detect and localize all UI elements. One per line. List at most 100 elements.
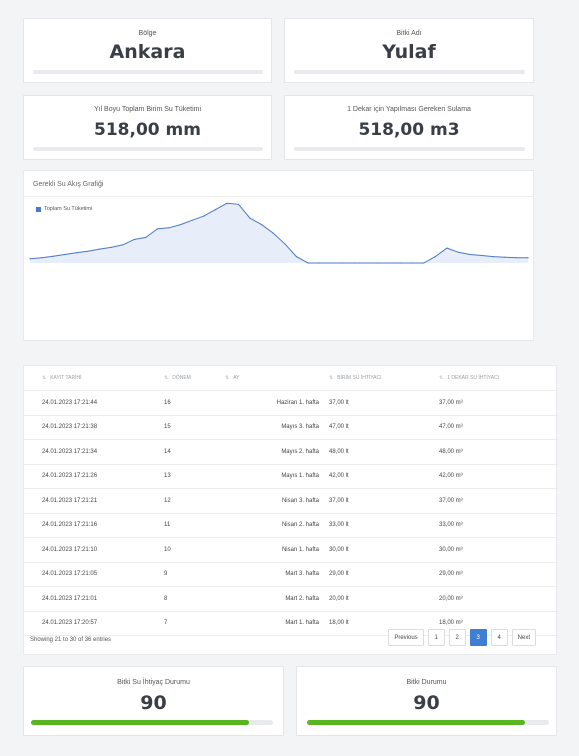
data-point-37[interactable] [457, 251, 460, 253]
data-point-6[interactable] [98, 248, 101, 250]
row-spacer-cell [24, 611, 42, 636]
water-need-status-label: Bitki Su İhtiyaç Durumu [117, 679, 190, 686]
cell-date: 24.01.2023 17:21:05 [42, 562, 164, 587]
cell-unit-water: 37,00 lt [329, 488, 439, 514]
data-point-11[interactable] [156, 228, 158, 230]
annual-water-value: 518,00 mm [94, 120, 201, 140]
data-point-23[interactable] [295, 256, 297, 258]
data-point-39[interactable] [481, 254, 483, 257]
data-point-4[interactable] [75, 252, 77, 254]
data-point-16[interactable] [214, 209, 216, 211]
data-point-1[interactable] [41, 257, 43, 259]
legend-label: Toplam Su Tüketimi [44, 206, 93, 212]
cell-unit-water: 37,00 lt [329, 390, 439, 416]
table-header-row: ⇅ KAYIT TARİHİ ⇅ DÖNEM ⇅ AY ⇅ BİRİM SU İHTİY… [24, 366, 558, 391]
cell-month: Mayıs 1. hafta [225, 464, 329, 489]
col-header-month[interactable]: ⇅ AY [225, 366, 329, 391]
cell-unit-water: 18,00 lt [329, 611, 439, 636]
water-need-status-value: 90 [140, 692, 167, 714]
data-point-32[interactable] [400, 262, 402, 264]
cell-month: Nisan 3. hafta [225, 488, 329, 514]
pagination: Previous 1 2 3 4 Next [388, 629, 536, 646]
page-4-button[interactable]: 4 [490, 629, 508, 646]
data-point-7[interactable] [110, 246, 112, 248]
data-point-34[interactable] [423, 262, 425, 264]
chart-legend[interactable]: Toplam Su Tüketimi [36, 206, 92, 212]
col-header-period[interactable]: ⇅ DÖNEM [164, 366, 225, 391]
cell-period: 13 [164, 464, 225, 489]
region-card: Bölge Ankara [23, 18, 272, 83]
cell-period: 15 [164, 415, 225, 440]
sort-icon: ⇅ [42, 375, 47, 381]
water-need-status-card: Bitki Su İhtiyaç Durumu 90 [23, 666, 284, 736]
page-3-button[interactable]: 3 [469, 629, 487, 646]
data-point-28[interactable] [353, 262, 355, 264]
cell-month: Nisan 2. hafta [225, 513, 329, 538]
row-spacer-cell [24, 586, 42, 612]
cell-period: 9 [164, 562, 225, 587]
sort-icon: ⇅ [164, 375, 169, 381]
data-point-30[interactable] [376, 262, 378, 264]
data-point-9[interactable] [133, 238, 135, 241]
plant-status-card: Bitki Durumu 90 [296, 666, 557, 736]
data-point-26[interactable] [330, 262, 332, 264]
cell-period: 7 [164, 611, 225, 636]
data-point-3[interactable] [64, 253, 66, 256]
records-table-card: ⇅ KAYIT TARİHİ ⇅ DÖNEM ⇅ AY ⇅ BİRİM SU İHTİY… [23, 365, 558, 655]
data-point-31[interactable] [388, 262, 390, 264]
data-point-33[interactable] [411, 262, 413, 264]
table-row: 24.01.2023 17:21:44 16 Haziran 1. hafta 37,… [24, 390, 558, 416]
row-spacer-cell [24, 513, 42, 538]
data-point-42[interactable] [515, 257, 517, 259]
plant-status-label: Bitki Durumu [406, 679, 447, 686]
data-point-10[interactable] [145, 236, 147, 238]
row-spacer-cell [24, 415, 42, 440]
page-2-button[interactable]: 2 [448, 629, 466, 646]
next-page-button[interactable]: Next [511, 629, 536, 646]
table-row: 24.01.2023 17:21:21 12 Nisan 3. hafta 37,00… [24, 488, 558, 514]
data-point-5[interactable] [87, 250, 89, 252]
water-need-progress [31, 720, 273, 725]
table-row: 24.01.2023 17:21:34 14 Mayıs 2. hafta 48,00… [24, 439, 558, 465]
data-point-22[interactable] [284, 243, 286, 245]
row-spacer-cell [24, 562, 42, 587]
cell-month: Mayıs 2. hafta [225, 439, 329, 465]
previous-page-button[interactable]: Previous [388, 629, 424, 646]
data-point-17[interactable] [226, 202, 228, 204]
data-point-36[interactable] [446, 247, 448, 249]
cell-unit-water: 30,00 lt [329, 537, 439, 563]
data-point-15[interactable] [203, 215, 205, 217]
col-header-unit-water[interactable]: ⇅ BİRİM SU İHTİYACI [329, 366, 439, 391]
sort-icon: ⇅ [225, 375, 230, 381]
data-point-0[interactable] [29, 258, 31, 260]
page-1-button[interactable]: 1 [427, 629, 445, 646]
data-point-27[interactable] [342, 262, 344, 264]
col-header-decare-water[interactable]: ⇅ 1 DEKAR SU İHTİYACI [439, 366, 558, 391]
table-row: 24.01.2023 17:21:26 13 Mayıs 1. hafta 42,00… [24, 464, 558, 489]
data-point-25[interactable] [318, 262, 321, 264]
data-point-2[interactable] [52, 255, 54, 257]
row-spacer-cell [24, 464, 42, 489]
data-point-40[interactable] [492, 256, 494, 258]
data-point-8[interactable] [122, 244, 124, 246]
data-point-18[interactable] [237, 203, 240, 205]
data-point-13[interactable] [180, 224, 182, 226]
data-point-12[interactable] [168, 227, 170, 229]
cell-decare-water: 30,00 m³ [439, 537, 558, 563]
data-point-29[interactable] [365, 262, 367, 264]
data-point-20[interactable] [261, 224, 263, 226]
data-point-14[interactable] [191, 219, 193, 221]
data-point-41[interactable] [504, 256, 506, 258]
cell-date: 24.01.2023 17:21:10 [42, 537, 164, 563]
col-header-date[interactable]: ⇅ KAYIT TARİHİ [42, 366, 164, 391]
data-point-21[interactable] [272, 232, 274, 234]
data-point-38[interactable] [469, 253, 471, 256]
cell-decare-water: 42,00 m³ [439, 464, 558, 489]
cell-unit-water: 48,00 lt [329, 439, 439, 465]
data-point-24[interactable] [307, 262, 309, 264]
data-point-35[interactable] [434, 256, 436, 258]
data-point-19[interactable] [249, 217, 251, 219]
data-point-43[interactable] [527, 257, 529, 259]
cell-unit-water: 33,00 lt [329, 513, 439, 538]
row-spacer-cell [24, 439, 42, 465]
